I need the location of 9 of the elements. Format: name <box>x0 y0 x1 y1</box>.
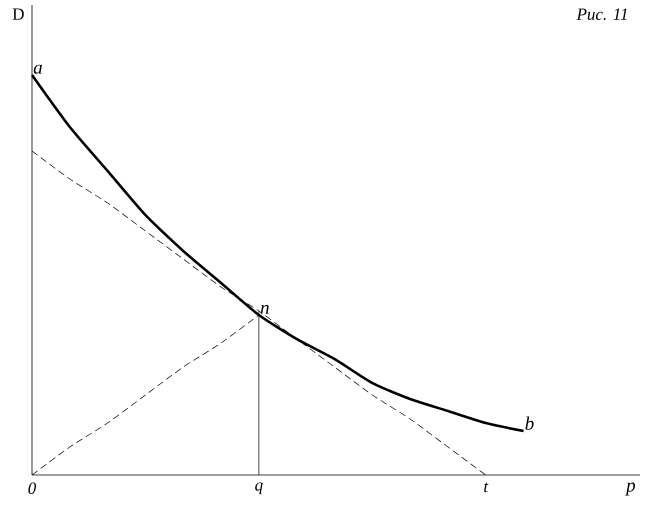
x-axis-title: p <box>625 482 636 496</box>
y-axis-title: D <box>12 8 24 20</box>
annotation: n <box>260 304 269 314</box>
x-tick-label: 0 <box>28 482 36 494</box>
x-tick-label: q <box>255 482 263 494</box>
chart-title: Рис. 11 <box>576 8 627 20</box>
annotation: a <box>34 64 42 74</box>
x-tick-label: t <box>484 482 488 492</box>
annotation: b <box>525 416 534 430</box>
